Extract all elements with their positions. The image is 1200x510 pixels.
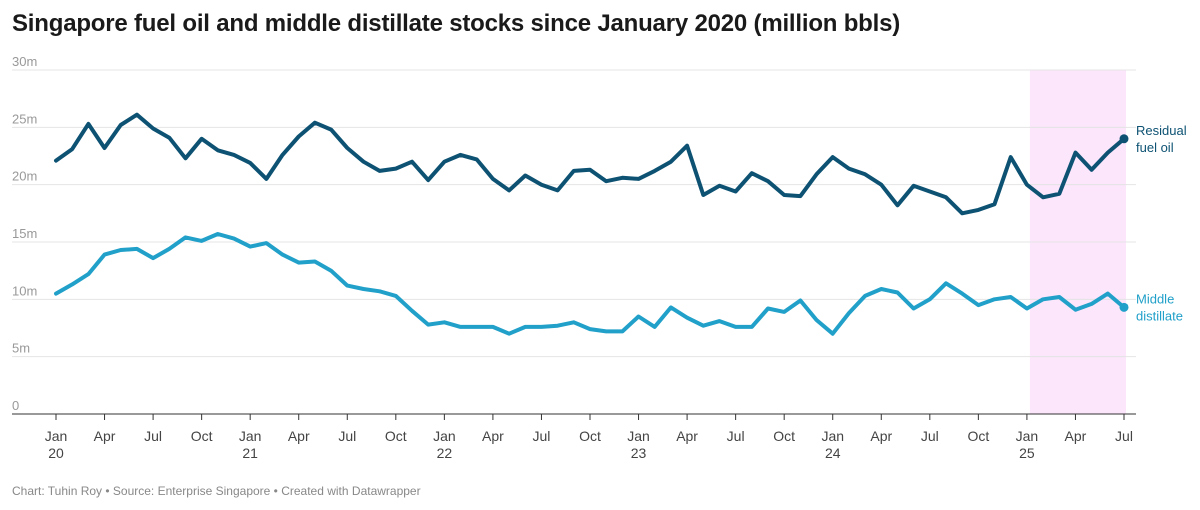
x-tick-label: Jul — [144, 428, 162, 444]
series-label-layer: Residual fuel oil Middle distillate — [1136, 123, 1187, 324]
x-tick-year-label: 25 — [1019, 445, 1035, 461]
x-tick-year-label: 20 — [48, 445, 64, 461]
series-layer — [54, 112, 1129, 336]
x-tick-label: Jan — [239, 428, 262, 444]
series-label: fuel oil — [1136, 140, 1174, 155]
x-tick-label: Oct — [579, 428, 601, 444]
x-tick-label: Jan — [1016, 428, 1039, 444]
x-tick-label: Apr — [1065, 428, 1087, 444]
x-tick-label: Jan — [45, 428, 68, 444]
y-tick-label: 25m — [12, 111, 37, 126]
y-tick-label: 15m — [12, 226, 37, 241]
y-tick-label: 5m — [12, 341, 30, 356]
x-tick-label: Oct — [773, 428, 795, 444]
x-tick-year-label: 21 — [242, 445, 258, 461]
y-tick-label: 0 — [12, 398, 19, 413]
x-tick-label: Jan — [821, 428, 844, 444]
x-tick-label: Apr — [482, 428, 504, 444]
x-tick-label: Apr — [676, 428, 698, 444]
x-tick-year-label: 24 — [825, 445, 841, 461]
series-endpoint — [1119, 302, 1129, 312]
series-label: Residual — [1136, 123, 1187, 138]
chart-footer: Chart: Tuhin Roy • Source: Enterprise Si… — [12, 484, 421, 498]
x-tick-label: Oct — [967, 428, 989, 444]
x-tick-label: Jul — [1115, 428, 1133, 444]
x-tick-label: Apr — [288, 428, 310, 444]
series-endpoint — [1119, 134, 1129, 144]
x-tick-year-label: 23 — [631, 445, 647, 461]
x-tick-label: Apr — [94, 428, 116, 444]
series-label: Middle — [1136, 291, 1174, 306]
x-tick-label: Jan — [433, 428, 456, 444]
x-tick-label: Apr — [870, 428, 892, 444]
x-tick-label: Jan — [627, 428, 650, 444]
x-tick-label: Jul — [921, 428, 939, 444]
series-line-middle-distillate — [54, 232, 1126, 336]
y-tick-label: 30m — [12, 54, 37, 69]
y-tick-label: 10m — [12, 283, 37, 298]
x-tick-label: Oct — [191, 428, 213, 444]
x-tick-label: Jul — [338, 428, 356, 444]
series-line-residual-fuel-oil — [54, 112, 1126, 216]
y-tick-label: 20m — [12, 169, 37, 184]
grid-layer: 0 5m 10m 15m 20m 25m 30m — [12, 54, 1136, 413]
chart-title: Singapore fuel oil and middle distillate… — [12, 10, 901, 37]
x-tick-label: Jul — [727, 428, 745, 444]
x-tick-label: Jul — [533, 428, 551, 444]
x-tick-label: Oct — [385, 428, 407, 444]
x-tick-year-label: 22 — [437, 445, 453, 461]
series-label: distillate — [1136, 308, 1183, 323]
